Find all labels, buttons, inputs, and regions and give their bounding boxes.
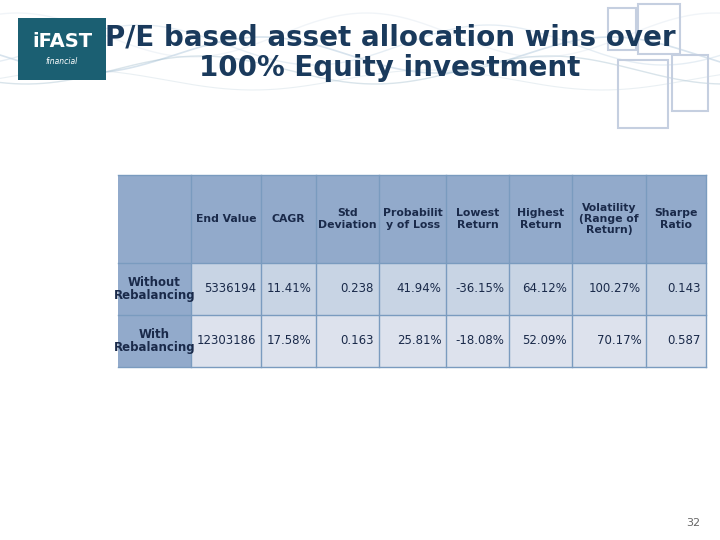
Text: (Range of: (Range of — [580, 214, 639, 224]
FancyBboxPatch shape — [18, 18, 106, 80]
Text: 100.27%: 100.27% — [589, 282, 642, 295]
Text: Sharpe: Sharpe — [654, 208, 698, 219]
Text: Lowest: Lowest — [456, 208, 500, 219]
Text: 0.238: 0.238 — [341, 282, 374, 295]
Text: 64.12%: 64.12% — [522, 282, 567, 295]
Text: 41.94%: 41.94% — [397, 282, 441, 295]
Text: Std: Std — [338, 208, 358, 219]
Text: 12303186: 12303186 — [197, 334, 256, 348]
FancyBboxPatch shape — [118, 315, 191, 367]
Text: 32: 32 — [686, 518, 700, 528]
Text: financial: financial — [46, 57, 78, 66]
Text: 25.81%: 25.81% — [397, 334, 441, 348]
Text: 5336194: 5336194 — [204, 282, 256, 295]
Text: With: With — [139, 327, 170, 341]
Text: 0.143: 0.143 — [667, 282, 701, 295]
Text: 52.09%: 52.09% — [523, 334, 567, 348]
Text: iFAST: iFAST — [32, 32, 92, 51]
Text: -36.15%: -36.15% — [455, 282, 504, 295]
Text: 70.17%: 70.17% — [597, 334, 642, 348]
Text: CAGR: CAGR — [272, 214, 305, 224]
Text: 11.41%: 11.41% — [266, 282, 311, 295]
Text: y of Loss: y of Loss — [386, 219, 440, 230]
Text: End Value: End Value — [196, 214, 256, 224]
Text: Volatility: Volatility — [582, 203, 636, 213]
Text: Rebalancing: Rebalancing — [114, 289, 195, 302]
Text: 0.587: 0.587 — [667, 334, 701, 348]
FancyBboxPatch shape — [118, 175, 706, 263]
Text: -18.08%: -18.08% — [455, 334, 504, 348]
Text: 0.163: 0.163 — [341, 334, 374, 348]
Text: Rebalancing: Rebalancing — [114, 341, 195, 354]
FancyBboxPatch shape — [191, 263, 706, 315]
Text: Probabilit: Probabilit — [383, 208, 443, 219]
Text: Deviation: Deviation — [318, 219, 377, 230]
Text: P/E based asset allocation wins over: P/E based asset allocation wins over — [104, 24, 675, 52]
Text: 17.58%: 17.58% — [266, 334, 311, 348]
Text: Return): Return) — [586, 225, 632, 235]
FancyBboxPatch shape — [118, 263, 191, 315]
Text: Return: Return — [520, 219, 562, 230]
Text: Return: Return — [457, 219, 499, 230]
FancyBboxPatch shape — [191, 315, 706, 367]
Text: Without: Without — [128, 275, 181, 288]
Text: 100% Equity investment: 100% Equity investment — [199, 54, 581, 82]
Text: Ratio: Ratio — [660, 219, 692, 230]
Text: Highest: Highest — [517, 208, 564, 219]
